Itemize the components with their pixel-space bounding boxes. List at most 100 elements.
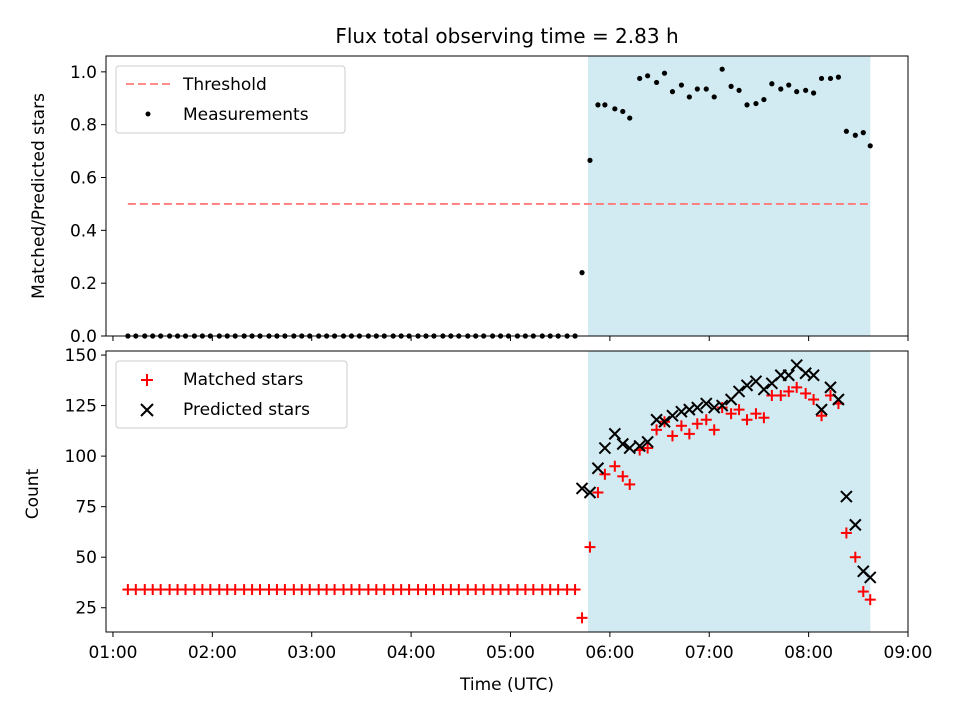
predicted-star-point [658, 415, 671, 428]
matched-star-point [733, 404, 745, 416]
chart-title: Flux total observing time = 2.83 h [335, 24, 678, 48]
predicted-star-point [583, 486, 597, 499]
measurement-point [860, 130, 866, 136]
predicted-star-point [815, 403, 828, 416]
matched-star-point [758, 412, 770, 424]
top-observing-span [587, 56, 871, 336]
matched-star-point [725, 408, 737, 420]
predicted-star-point-b [782, 369, 795, 382]
measurement-point [810, 90, 817, 96]
matched-star-point [599, 468, 611, 480]
measurement-point [694, 86, 700, 92]
bottom-x-tick-label: 06:00 [585, 643, 634, 663]
predicted-star-point [807, 369, 820, 382]
measurement-point [803, 87, 809, 93]
bottom-y-tick-label: 25 [75, 599, 97, 619]
bottom-x-ticks: 01:00 02:00 03:00 04:00 05:00 06:00 07:00 08:00… [88, 632, 933, 663]
predicted-star-point-b [633, 439, 646, 453]
predicted-star-point [666, 409, 679, 422]
measurement-point [711, 94, 717, 100]
matched-star-point [849, 551, 861, 563]
predicted-star-point-b [658, 415, 671, 428]
predicted-star-point-b [832, 393, 845, 406]
predicted-star-point-b [591, 462, 605, 475]
predicted-star-point-b [857, 565, 870, 578]
predicted-star-point-b [715, 399, 729, 412]
predicted-star-point-b [815, 403, 828, 416]
measurement-point [786, 82, 792, 88]
predicted-star-point-b [708, 401, 721, 414]
measurement-point [587, 157, 593, 163]
top-y-tick-label: 0.0 [70, 327, 97, 347]
matched-star-point [791, 381, 803, 393]
bottom-y-tick-label: 50 [75, 548, 97, 568]
top-y-ticks: 0.0 0.2 0.4 0.6 0.8 1.0 [70, 63, 106, 347]
measurement-point [827, 75, 834, 82]
measurement-point [653, 79, 660, 86]
matched-stars-points [122, 381, 876, 624]
predicted-star-point [691, 401, 704, 414]
predicted-star-point-b [790, 358, 803, 372]
predicted-star-point [864, 571, 877, 584]
top-legend-box [115, 65, 346, 134]
matched-legend-swatch [141, 374, 153, 386]
predicted-star-point-b [641, 435, 654, 449]
matched-star-point [642, 442, 654, 454]
predicted-star-point-b [732, 385, 746, 398]
predicted-star-point-b [598, 441, 612, 455]
predicted-star-point-b [583, 486, 597, 499]
measurement-point [645, 73, 651, 79]
bottom-legend-box [115, 360, 348, 429]
matched-star-point [750, 408, 762, 420]
matched-star-point [840, 527, 852, 539]
bottom-x-tick-label: 07:00 [685, 643, 734, 663]
top-y-tick-label: 0.2 [70, 274, 97, 294]
top-y-tick-label: 1.0 [70, 63, 97, 83]
matched-star-point [800, 387, 812, 399]
measurement-point [852, 132, 858, 138]
x-axis-label: Time (UTC) [459, 675, 554, 695]
predicted-star-point [832, 393, 845, 406]
measurement-point [686, 94, 692, 100]
matched-star-point [683, 428, 695, 440]
measurement-point [818, 75, 825, 82]
predicted-star-point-b [700, 397, 713, 410]
top-axes-frame [105, 55, 909, 337]
matched-star-point [666, 430, 678, 442]
matched-star-point [651, 424, 663, 436]
measurement-point [620, 108, 626, 115]
matched-star-point [617, 470, 629, 482]
matched-star-point [857, 586, 869, 598]
bottom-legend: Matched stars Predicted stars [115, 360, 348, 429]
bottom-y-axis-label: Count [23, 468, 43, 519]
matched-star-point [864, 594, 876, 606]
matched-star-point [576, 612, 588, 624]
predicted-star-point-b [824, 381, 837, 394]
top-legend: Threshold Measurements [115, 65, 346, 134]
matched-star-point [783, 385, 795, 397]
measurement-point [612, 106, 618, 112]
predicted-star-point [608, 427, 622, 441]
measurement-point [669, 89, 676, 95]
predicted-star-point [715, 399, 729, 412]
predicted-star-point-b [623, 441, 636, 455]
measurement-point [769, 81, 775, 87]
bottom-x-tick-label: 01:00 [88, 643, 137, 663]
measurement-point [753, 100, 759, 107]
measurement-point [661, 70, 668, 76]
measurement-point [778, 86, 784, 92]
bottom-axes: 25 50 75 100 125 150 01:00 02:00 03:00 04:00 05:0… [23, 346, 933, 695]
bottom-axes-frame [105, 350, 909, 633]
predicted-star-point [732, 385, 746, 398]
bottom-x-tick-label: 05:00 [486, 643, 535, 663]
predicted-star-point-b [616, 437, 629, 451]
predicted-star-point-b [691, 401, 704, 414]
measurement-point [579, 270, 585, 276]
top-y-tick-label: 0.8 [70, 116, 97, 136]
predicted-stars-points [575, 358, 877, 584]
bottom-x-tick-label: 09:00 [884, 643, 933, 663]
measurement-point [595, 102, 601, 108]
matched-star-point [592, 487, 604, 499]
bottom-x-tick-label: 02:00 [188, 643, 237, 663]
bottom-x-tick-label: 04:00 [387, 643, 436, 663]
